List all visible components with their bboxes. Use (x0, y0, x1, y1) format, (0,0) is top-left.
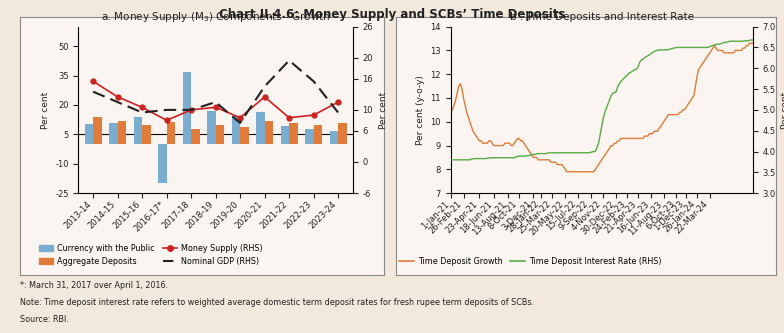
Time Deposit Growth (745, 41, 754, 45)
Time Deposit Interest Rate (RHS) (662, 48, 672, 52)
Nominal GDP (RHS) (187, 108, 196, 112)
Bar (265, 121, 273, 144)
Line: Nominal GDP (RHS): Nominal GDP (RHS) (93, 61, 338, 123)
Money Supply (RHS) (137, 105, 147, 109)
Bar (240, 127, 249, 144)
Y-axis label: Per cent: Per cent (781, 91, 784, 129)
Bar (109, 123, 118, 144)
Bar (133, 117, 142, 144)
Bar (93, 117, 102, 144)
Money Supply (RHS) (309, 113, 318, 117)
Title: b . Time Deposits and Interest Rate: b . Time Deposits and Interest Rate (510, 12, 694, 22)
Text: Note: Time deposit interest rate refers to weighted average domestic term deposi: Note: Time deposit interest rate refers … (20, 298, 534, 307)
Nominal GDP (RHS) (235, 121, 245, 125)
Time Deposit Interest Rate (RHS) (672, 46, 681, 50)
Money Supply (RHS) (260, 95, 270, 99)
Text: Source: RBI.: Source: RBI. (20, 315, 68, 324)
Y-axis label: Per cent: Per cent (379, 91, 388, 129)
Title: a. Money Supply (M$_3$) Components - Growth: a. Money Supply (M$_3$) Components - Gro… (101, 10, 330, 24)
Nominal GDP (RHS) (113, 100, 122, 104)
Money Supply (RHS) (211, 105, 220, 109)
Bar (338, 123, 347, 144)
Time Deposit Growth (657, 122, 666, 126)
Time Deposit Interest Rate (RHS) (651, 49, 660, 53)
Time Deposit Growth (673, 113, 683, 117)
Bar (305, 130, 314, 144)
Time Deposit Interest Rate (RHS) (655, 48, 665, 52)
Bar (314, 125, 322, 144)
Legend: Currency with the Public, Aggregate Deposits, Money Supply (RHS), Nominal GDP (R: Currency with the Public, Aggregate Depo… (35, 240, 267, 269)
Time Deposit Growth (613, 139, 622, 143)
Bar (142, 125, 151, 144)
Money Supply (RHS) (89, 79, 98, 83)
Line: Time Deposit Growth: Time Deposit Growth (451, 43, 753, 172)
Bar (191, 130, 200, 144)
Text: *: March 31, 2017 over April 1, 2016.: *: March 31, 2017 over April 1, 2016. (20, 281, 168, 290)
Bar (183, 72, 191, 144)
Time Deposit Interest Rate (RHS) (506, 156, 516, 160)
Bar (85, 124, 93, 144)
Time Deposit Interest Rate (RHS) (746, 38, 756, 42)
Text: Chart II.4.6: Money Supply and SCBs’ Time Deposits: Chart II.4.6: Money Supply and SCBs’ Tim… (219, 8, 565, 21)
Money Supply (RHS) (187, 108, 196, 112)
Line: Money Supply (RHS): Money Supply (RHS) (91, 79, 340, 123)
Nominal GDP (RHS) (333, 111, 343, 115)
Time Deposit Interest Rate (RHS) (446, 158, 456, 162)
Nominal GDP (RHS) (211, 100, 220, 104)
Y-axis label: Per cent: Per cent (41, 91, 49, 129)
Time Deposit Growth (652, 129, 662, 133)
Time Deposit Growth (506, 144, 516, 148)
Nominal GDP (RHS) (89, 90, 98, 94)
Time Deposit Interest Rate (RHS) (748, 38, 757, 42)
Nominal GDP (RHS) (260, 85, 270, 89)
Bar (289, 123, 298, 144)
Bar (158, 144, 167, 183)
Money Supply (RHS) (162, 118, 172, 122)
Bar (216, 125, 224, 144)
Time Deposit Growth (664, 113, 673, 117)
Nominal GDP (RHS) (137, 111, 147, 115)
Legend: Time Deposit Growth, Time Deposit Interest Rate (RHS): Time Deposit Growth, Time Deposit Intere… (396, 254, 665, 269)
Money Supply (RHS) (113, 95, 122, 99)
Bar (329, 132, 338, 144)
Time Deposit Growth (562, 170, 572, 174)
Line: Time Deposit Interest Rate (RHS): Time Deposit Interest Rate (RHS) (451, 40, 753, 160)
Bar (118, 121, 126, 144)
Money Supply (RHS) (333, 100, 343, 104)
Bar (256, 112, 265, 144)
Time Deposit Growth (446, 110, 456, 114)
Bar (231, 116, 240, 144)
Time Deposit Growth (748, 41, 757, 45)
Nominal GDP (RHS) (309, 79, 318, 83)
Money Supply (RHS) (285, 116, 294, 120)
Y-axis label: Per cent (y-o-y): Per cent (y-o-y) (416, 75, 425, 145)
Nominal GDP (RHS) (285, 59, 294, 63)
Bar (207, 111, 216, 144)
Bar (167, 122, 175, 144)
Money Supply (RHS) (235, 116, 245, 120)
Nominal GDP (RHS) (162, 108, 172, 112)
Bar (281, 126, 289, 144)
Time Deposit Interest Rate (RHS) (612, 90, 621, 94)
